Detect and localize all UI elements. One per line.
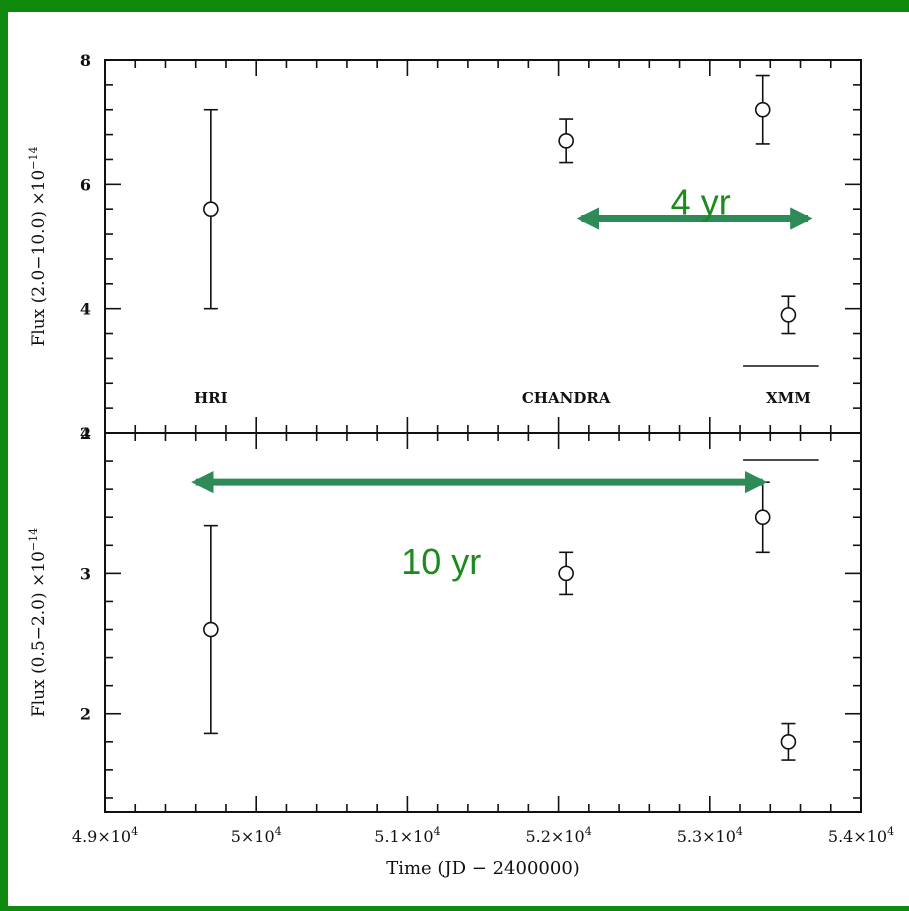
- top-y-axis-label-main: Flux (2.0−10.0) ×10: [29, 170, 49, 347]
- top-data-point: [558, 133, 574, 149]
- bottom-y-axis-label-main: Flux (0.5−2.0) ×10: [29, 551, 49, 717]
- bottom-y-tick-label: 2: [80, 705, 91, 724]
- bottom-data-point: [203, 621, 219, 638]
- x-tick-exponent: 4: [736, 825, 743, 838]
- bottom-x-axis-label: Time (JD − 2400000): [386, 858, 580, 879]
- top-y-axis-label-exp: −14: [27, 146, 40, 169]
- top-data-point: [203, 201, 219, 217]
- bottom-x-tick-label: 5.3×104: [677, 825, 743, 846]
- x-tick-mantissa: 5.2×10: [525, 827, 584, 846]
- x-tick-exponent: 4: [585, 825, 592, 838]
- bottom-data-point: [780, 734, 797, 750]
- top-y-tick-label: 2: [80, 424, 91, 443]
- top-y-axis-label: Flux (2.0−10.0) ×10−14: [27, 146, 49, 346]
- top-y-tick-label: 4: [80, 300, 91, 319]
- bottom-x-tick-label: 4.9×104: [72, 825, 138, 846]
- bottom-x-tick-label: 5.4×104: [828, 825, 894, 846]
- top-plot-frame: [104, 59, 862, 434]
- bottom-x-tick-label: 5×104: [231, 825, 282, 846]
- bottom-x-tick-label: 5.2×104: [525, 825, 591, 846]
- bottom-y-axis-label: Flux (0.5−2.0) ×10−14: [27, 528, 49, 717]
- bottom-annotation-label: 10 yr: [401, 541, 481, 582]
- top-instrument-label: HRI: [194, 389, 228, 407]
- top-y-tick-label: 6: [80, 175, 91, 194]
- top-y-tick-label: 8: [80, 51, 91, 70]
- x-tick-mantissa: 5.1×10: [374, 827, 433, 846]
- x-tick-mantissa: 5.3×10: [677, 827, 736, 846]
- x-tick-exponent: 4: [275, 825, 282, 838]
- top-annotation-label: 4 yr: [671, 182, 731, 223]
- top-instrument-label: CHANDRA: [522, 389, 611, 407]
- figure-panel: 2 4 6 8 Flux (2.0−10.0) ×10−14 HRI CHANDRA XMM 4…: [8, 12, 909, 906]
- bottom-y-tick-label: 3: [80, 564, 91, 583]
- bottom-data-point: [754, 509, 771, 526]
- x-tick-mantissa: 5×10: [231, 827, 275, 846]
- bottom-x-tick-label: 5.1×104: [374, 825, 440, 846]
- bottom-plot-frame: [104, 432, 862, 813]
- x-tick-exponent: 4: [887, 825, 894, 838]
- bottom-y-tick-label: 4: [80, 424, 91, 443]
- x-tick-mantissa: 5.4×10: [828, 827, 887, 846]
- top-instrument-label: XMM: [766, 389, 811, 407]
- top-data-point: [780, 307, 797, 323]
- top-data-point: [754, 101, 771, 118]
- bottom-data-point: [558, 565, 574, 582]
- x-tick-mantissa: 4.9×10: [72, 827, 131, 846]
- bottom-y-axis-label-exp: −14: [27, 528, 40, 551]
- x-tick-exponent: 4: [434, 825, 441, 838]
- x-tick-exponent: 4: [131, 825, 138, 838]
